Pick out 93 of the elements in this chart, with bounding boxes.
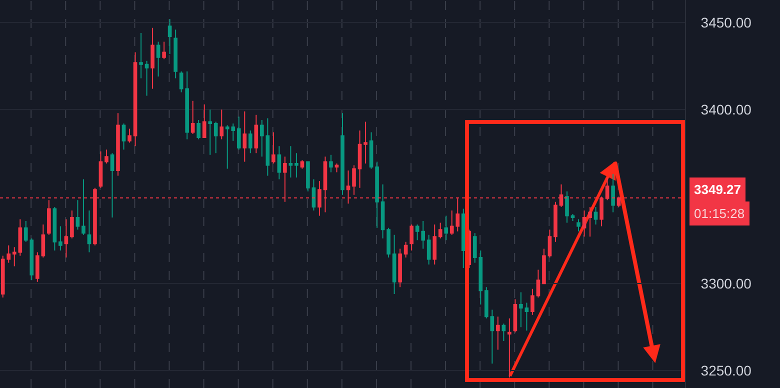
candlestick [104, 149, 108, 164]
candlestick [133, 52, 138, 147]
candlestick [24, 220, 28, 242]
candlestick [139, 32, 143, 79]
candlestick [294, 152, 298, 178]
candlestick [300, 160, 304, 170]
candlestick [508, 318, 512, 378]
candlestick [576, 218, 580, 232]
candlestick [220, 109, 224, 140]
candlestick [110, 152, 114, 218]
candlestick [524, 302, 529, 332]
candlestick [329, 154, 333, 173]
candlestick [214, 121, 218, 154]
y-tick-label: 3450.00 [700, 14, 752, 31]
candlestick [288, 146, 293, 178]
candlestick [128, 128, 132, 144]
candlestick [190, 100, 195, 134]
candlestick [208, 109, 212, 156]
candlestick [530, 288, 534, 316]
candlestick [375, 161, 379, 228]
candlestick [340, 112, 344, 196]
candlestick [513, 298, 518, 333]
candlestick [248, 130, 252, 154]
candlestick [41, 224, 46, 258]
candlestick [444, 215, 448, 241]
candlestick [185, 70, 189, 140]
candlestick [70, 210, 74, 239]
candlestick [150, 27, 154, 90]
candlestick [174, 29, 178, 79]
text: 01:15:28 [694, 206, 745, 221]
candlestick [496, 316, 500, 350]
candlestick [144, 60, 149, 96]
candlestick [58, 226, 62, 252]
candlestick [386, 227, 390, 258]
candlestick [36, 252, 40, 282]
candlestick [369, 132, 374, 170]
candlestick [122, 123, 126, 150]
candlestick [392, 234, 396, 295]
candlestick [415, 224, 420, 241]
candlestick [542, 248, 546, 284]
candlestick [266, 118, 270, 176]
candlestick [254, 114, 258, 154]
candlestick [116, 112, 120, 176]
candlestick [502, 323, 506, 342]
candlestick [490, 309, 494, 364]
candlestick [82, 178, 86, 236]
ref-line-label: 3349.27 [694, 182, 741, 197]
candlestick [156, 41, 160, 78]
candlestick [64, 218, 68, 258]
candlestick [352, 164, 356, 196]
candlestick [519, 292, 523, 328]
candlestick [30, 238, 34, 281]
candlestick [202, 104, 206, 138]
candlestick [242, 110, 247, 162]
candlestick [380, 184, 385, 239]
candlestick [52, 206, 57, 252]
y-tick-label: 3300.00 [700, 276, 752, 292]
candlestick [554, 201, 558, 242]
candlestick [260, 120, 264, 158]
candlestick [588, 206, 592, 238]
candlestick [236, 116, 241, 150]
candlestick [87, 210, 92, 253]
candlestick [398, 248, 402, 288]
candlestick [179, 70, 184, 93]
candlestick [162, 41, 166, 60]
candlestick [196, 120, 200, 140]
candlestick [426, 234, 431, 265]
candlestick [410, 224, 414, 252]
candlestick [98, 150, 103, 188]
y-tick-label: 3250.00 [700, 362, 752, 378]
candlestick [432, 224, 437, 265]
candlestick [312, 178, 316, 212]
candlestick [461, 208, 466, 268]
candlestick [358, 130, 362, 188]
candlestick [76, 200, 80, 230]
candlestick [168, 18, 172, 54]
candlestick [364, 121, 368, 164]
candlestick [594, 206, 598, 225]
candlestick [438, 222, 442, 239]
y-tick-label: 3400.00 [700, 102, 752, 118]
candlestick [272, 132, 276, 164]
candlestick [611, 173, 615, 213]
candlestick [484, 286, 488, 319]
candlestick [306, 161, 310, 192]
candlestick [570, 214, 575, 222]
candlestick [565, 190, 569, 224]
candlestick [421, 220, 425, 250]
candlestick [536, 269, 540, 298]
candlestick [277, 146, 282, 180]
candlestick [334, 163, 339, 173]
candlestick [582, 210, 586, 238]
candlestick [404, 241, 408, 258]
candlestick [548, 229, 552, 258]
